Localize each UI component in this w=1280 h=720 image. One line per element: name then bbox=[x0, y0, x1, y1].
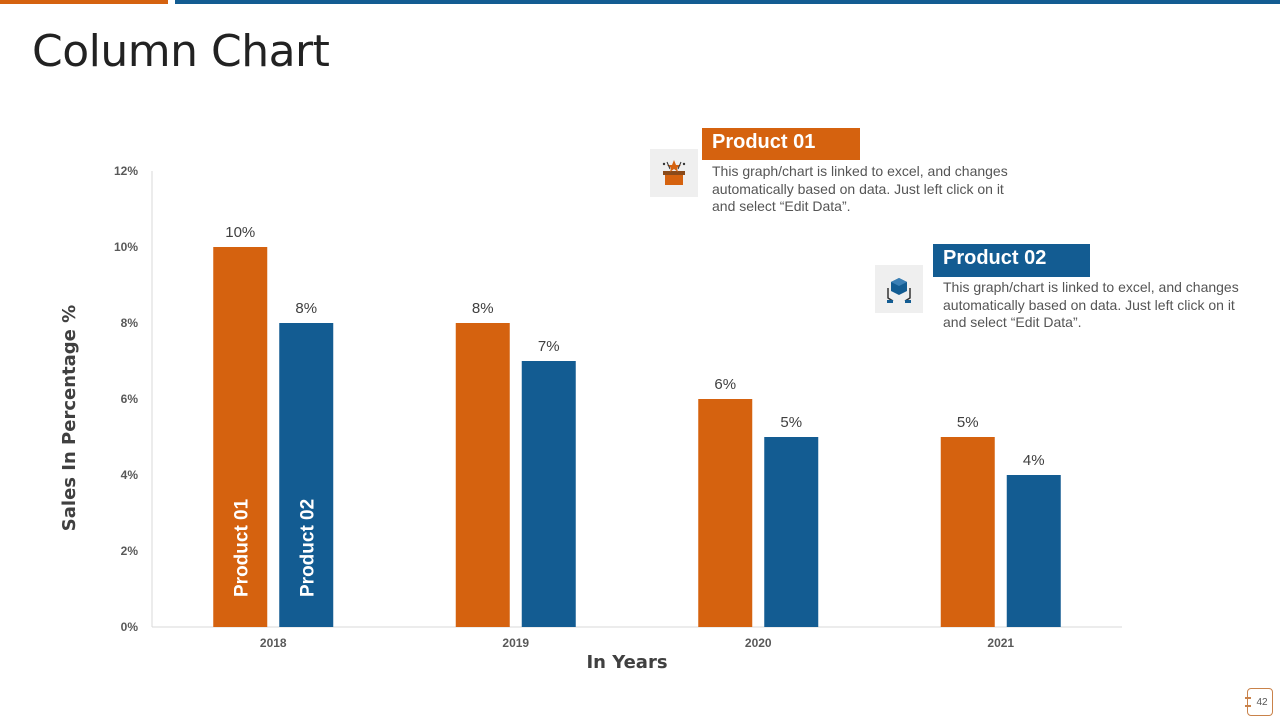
data-label: 7% bbox=[538, 338, 560, 355]
bar-product-01-2018 bbox=[213, 247, 268, 627]
page-number: 42 bbox=[1245, 688, 1273, 716]
data-label: 4% bbox=[1023, 452, 1045, 469]
in-bar-series-label: Product 02 bbox=[297, 499, 318, 597]
y-tick-label: 8% bbox=[121, 316, 139, 330]
binder-ring bbox=[1245, 697, 1251, 699]
x-tick-label: 2020 bbox=[745, 636, 772, 650]
x-tick-label: 2018 bbox=[260, 636, 287, 650]
page-number-text: 42 bbox=[1256, 696, 1268, 708]
data-label: 5% bbox=[780, 414, 802, 431]
bar-product-02-2018 bbox=[279, 323, 334, 627]
bar-product-02-2019 bbox=[521, 361, 576, 627]
bars bbox=[213, 247, 1061, 627]
data-label: 5% bbox=[957, 414, 979, 431]
data-label: 8% bbox=[295, 300, 317, 317]
y-axis-title: Sales In Percentage % bbox=[59, 305, 80, 531]
in-bar-series-label: Product 01 bbox=[231, 498, 252, 597]
bar-product-02-2020 bbox=[764, 437, 819, 627]
y-tick-label: 12% bbox=[114, 164, 138, 178]
data-label: 10% bbox=[225, 224, 255, 241]
y-tick-label: 4% bbox=[121, 468, 139, 482]
bar-product-01-2021 bbox=[940, 437, 995, 627]
bar-product-01-2019 bbox=[455, 323, 510, 627]
bar-product-02-2021 bbox=[1006, 475, 1061, 627]
callout-title-product-01: Product 01 bbox=[702, 128, 860, 160]
y-tick-label: 6% bbox=[121, 392, 139, 406]
data-labels: 10% Product 01 8% Product 02 8% 7% 6% 5% 5% 4% bbox=[225, 224, 1044, 597]
callout-text-product-02: This graph/chart is linked to excel, and… bbox=[943, 279, 1239, 330]
y-tick-label: 2% bbox=[121, 544, 139, 558]
gift-box-icon bbox=[650, 149, 698, 197]
top-accent-orange bbox=[0, 0, 168, 4]
data-label: 8% bbox=[472, 300, 494, 317]
callout-title-product-02: Product 02 bbox=[933, 244, 1090, 277]
data-label: 6% bbox=[714, 376, 736, 393]
hands-holding-box-icon bbox=[875, 265, 923, 313]
binder-ring bbox=[1245, 705, 1251, 707]
y-axis: 0% 2% 4% 6% 8% 10% 12% bbox=[114, 164, 153, 634]
x-tick-label: 2019 bbox=[502, 636, 529, 650]
top-accent-blue bbox=[175, 0, 1280, 4]
bar-product-01-2020 bbox=[698, 399, 753, 627]
x-tick-label: 2021 bbox=[987, 636, 1014, 650]
callout-text-product-01: This graph/chart is linked to excel, and… bbox=[712, 163, 1008, 214]
y-tick-label: 10% bbox=[114, 240, 138, 254]
x-axis-title: In Years bbox=[586, 652, 667, 673]
page-title: Column Chart bbox=[32, 26, 330, 77]
x-axis: 2018 2019 2020 2021 bbox=[152, 626, 1122, 650]
y-tick-label: 0% bbox=[121, 620, 139, 634]
